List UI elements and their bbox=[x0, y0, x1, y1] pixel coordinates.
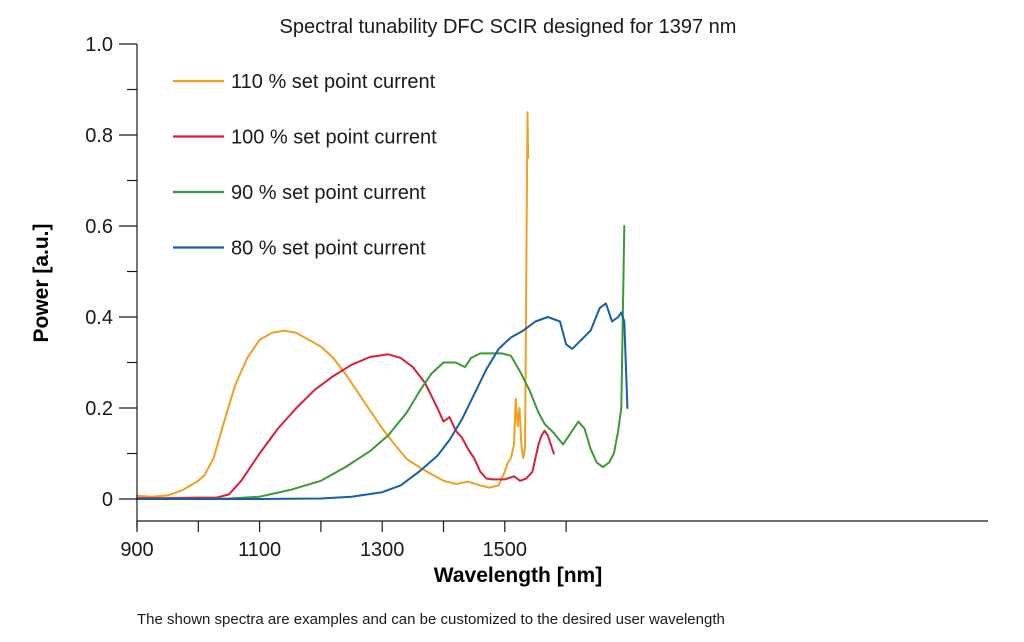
y-tick-label: 0.6 bbox=[85, 216, 113, 238]
x-axis-title: Wavelength [nm] bbox=[434, 564, 602, 587]
plot-series bbox=[136, 111, 629, 500]
x-ticks: 900 1100 1300 1500 bbox=[120, 521, 567, 561]
series-line bbox=[136, 225, 626, 500]
x-tick-label: 1300 bbox=[360, 539, 405, 561]
y-tick-label: 0.4 bbox=[85, 307, 113, 329]
y-tick-label: 0.8 bbox=[85, 125, 113, 147]
chart-title: Spectral tunability DFC SCIR designed fo… bbox=[280, 16, 737, 38]
x-tick-label: 1500 bbox=[483, 539, 528, 561]
y-tick-label: 1.0 bbox=[85, 34, 113, 56]
y-ticks: 0 0.2 0.4 0.6 0.8 1.0 bbox=[85, 34, 137, 511]
legend-label: 80 % set point current bbox=[231, 238, 426, 260]
y-tick-label: 0.2 bbox=[85, 398, 113, 420]
y-axis-title: Power [a.u.] bbox=[30, 223, 53, 342]
legend-label: 90 % set point current bbox=[231, 182, 426, 204]
x-tick-label: 900 bbox=[120, 539, 153, 561]
y-tick-label: 0 bbox=[102, 489, 113, 511]
legend: 110 % set point current 100 % set point c… bbox=[173, 71, 437, 260]
x-tick-label: 1100 bbox=[238, 539, 281, 561]
series-line bbox=[136, 353, 555, 500]
legend-label: 110 % set point current bbox=[231, 71, 436, 93]
legend-label: 100 % set point current bbox=[231, 127, 437, 149]
series-line bbox=[136, 302, 629, 500]
footnote: The shown spectra are examples and can b… bbox=[137, 611, 725, 628]
series-line bbox=[136, 111, 530, 498]
